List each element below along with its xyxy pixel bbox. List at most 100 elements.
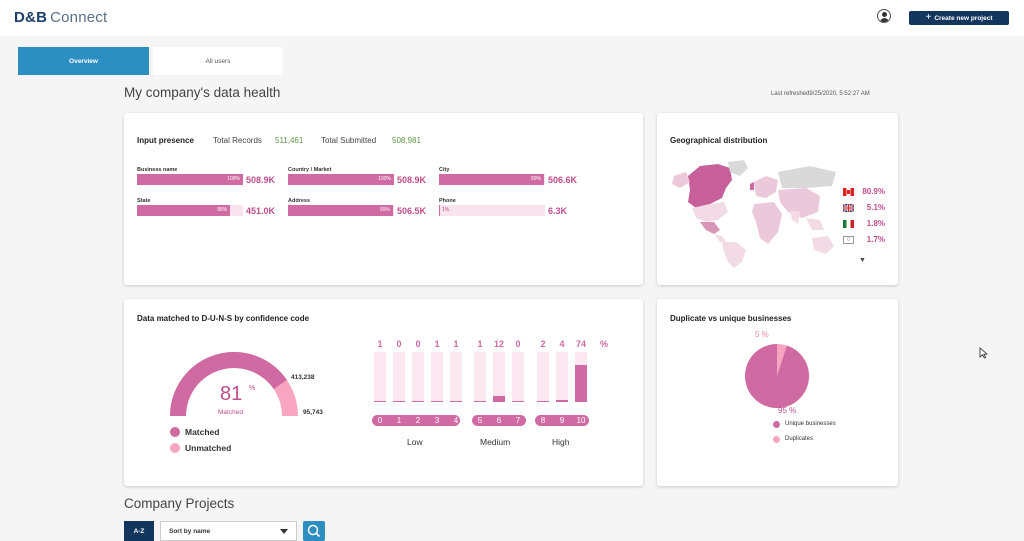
last-refreshed-value: 9/25/2020, 5:52:27 AM <box>809 91 870 97</box>
presence-bar-fill <box>439 205 441 216</box>
user-profile-icon[interactable] <box>877 9 891 23</box>
confidence-column-fill <box>556 400 568 402</box>
legend-matched-label: Matched <box>185 427 220 437</box>
total-records-value: 511,461 <box>275 136 304 145</box>
confidence-column <box>374 352 386 402</box>
tab-overview[interactable]: Overview <box>18 47 149 75</box>
presence-bar-fill <box>137 174 243 185</box>
sort-select-value: Sort by name <box>169 528 211 535</box>
matched-count: 413,238 <box>291 374 315 381</box>
presence-bar-track: 100% <box>288 174 394 185</box>
map-india <box>790 210 800 224</box>
create-button-label: Create new project <box>934 14 993 22</box>
unmatched-count: 95,743 <box>303 409 323 416</box>
group-label-high: High <box>552 437 570 447</box>
presence-bar-percent: 100% <box>378 176 391 182</box>
confidence-code-label: 8 <box>540 416 546 425</box>
uk-flag-icon <box>843 204 854 212</box>
company-projects-title: Company Projects <box>124 496 235 511</box>
legend-unique-dot <box>773 421 780 428</box>
confidence-column-fill <box>537 401 549 402</box>
map-south-america <box>722 242 746 268</box>
confidence-pct-value: 1 <box>434 339 440 349</box>
confidence-column-fill <box>374 401 386 402</box>
legend-unique-label: Unique businesses <box>785 421 836 427</box>
map-canada <box>688 164 732 208</box>
confidence-pct-value: 4 <box>559 339 565 349</box>
confidence-pct-value: 2 <box>540 339 546 349</box>
app-logo[interactable]: D&B Connect <box>14 9 107 26</box>
last-refreshed-label: Last refreshed <box>771 91 810 97</box>
map-russia <box>778 166 836 188</box>
unknown-flag-icon: 0 <box>843 236 854 244</box>
sort-select[interactable]: Sort by name <box>160 521 297 541</box>
geo-expand-icon[interactable]: ▼ <box>859 257 866 264</box>
geo-title: Geographical distribution <box>670 136 768 145</box>
presence-field-value: 451.0K <box>246 206 276 216</box>
presence-bar-percent: 99% <box>379 207 390 213</box>
map-uk <box>750 182 754 190</box>
presence-bar-percent: 100% <box>227 176 240 182</box>
map-africa <box>752 202 782 244</box>
confidence-column-fill <box>474 401 486 402</box>
confidence-column-fill <box>575 365 587 402</box>
confidence-pct-value: 0 <box>415 339 421 349</box>
legend-duplicates-dot <box>773 436 780 443</box>
pie-unique-slice <box>745 344 809 408</box>
map-alaska <box>672 172 690 188</box>
gauge-percent-sign: % <box>249 385 256 392</box>
confidence-column-fill <box>493 396 505 402</box>
confidence-code-label: 10 <box>576 416 586 425</box>
confidence-code-label: 6 <box>496 416 502 425</box>
presence-bar-track: 1% <box>439 205 545 216</box>
group-label-medium: Medium <box>480 437 511 447</box>
confidence-pct-value: 1 <box>453 339 459 349</box>
app-header: D&B Connect + Create new project <box>0 0 1024 36</box>
confidence-group-pill <box>372 415 460 426</box>
confidence-code-label: 5 <box>477 416 483 425</box>
confidence-code-label: 4 <box>453 416 459 425</box>
sort-az-button[interactable]: A-Z <box>124 521 154 541</box>
map-mexico <box>700 222 720 234</box>
tab-all-users[interactable]: All users <box>153 47 283 75</box>
total-records-label: Total Records <box>213 136 262 145</box>
create-new-project-button[interactable]: + Create new project <box>909 11 1009 25</box>
presence-field-label: Country / Market <box>288 167 332 173</box>
presence-bar-track: 88% <box>137 205 243 216</box>
match-gauge <box>170 352 298 416</box>
map-greenland <box>728 160 748 176</box>
world-map <box>672 160 836 268</box>
group-label-low: Low <box>407 437 423 447</box>
confidence-column-fill <box>393 401 405 402</box>
confidence-group-pill <box>472 415 526 426</box>
presence-field-label: Business name <box>137 167 178 173</box>
presence-field-value: 508.9K <box>246 175 276 185</box>
confidence-column <box>431 352 443 402</box>
map-central-america <box>714 234 726 242</box>
duplicates-title: Duplicate vs unique businesses <box>670 314 792 323</box>
plus-icon: + <box>925 12 932 23</box>
confidence-pct-value: 1 <box>477 339 483 349</box>
presence-field-label: Phone <box>439 198 456 204</box>
presence-field-label: City <box>439 167 450 173</box>
confidence-pct-value: 1 <box>377 339 383 349</box>
confidence-pct-value: 0 <box>396 339 402 349</box>
confidence-column-fill <box>412 401 424 402</box>
presence-field-value: 508.9K <box>397 175 427 185</box>
presence-field-label: Address <box>288 198 311 204</box>
presence-bar-fill <box>137 205 231 216</box>
confidence-pct-value: 12 <box>493 339 504 349</box>
confidence-column <box>450 352 462 402</box>
legend-unmatched-dot <box>170 443 180 453</box>
legend-matched-dot <box>170 427 180 437</box>
confidence-column <box>537 352 549 402</box>
presence-field-value: 506.6K <box>548 175 578 185</box>
map-australia <box>812 236 834 254</box>
confidence-column <box>512 352 524 402</box>
search-button[interactable] <box>303 521 325 541</box>
map-usa <box>692 202 728 222</box>
presence-bar-percent: 99% <box>530 176 541 182</box>
duns-title: Data matched to D-U-N-S by confidence co… <box>137 314 310 323</box>
confidence-code-label: 0 <box>377 416 383 425</box>
presence-bar-track: 99% <box>288 205 394 216</box>
